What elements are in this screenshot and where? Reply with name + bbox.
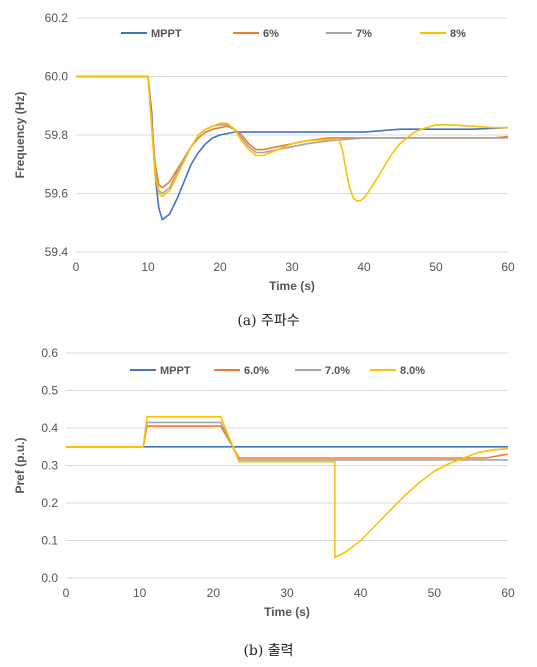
y-tick-label: 0.6 (41, 346, 58, 360)
y-axis-title: Pref (p.u.) (13, 437, 27, 493)
x-axis-title: Time (s) (269, 279, 315, 293)
y-axis-title: Frequency (Hz) (13, 92, 27, 179)
x-tick-label: 0 (73, 260, 80, 274)
legend-label: 6.0% (244, 365, 269, 377)
caption-b: (b) 출력 (243, 643, 294, 659)
y-tick-label: 0.3 (41, 459, 58, 473)
y-tick-label: 59.6 (45, 187, 69, 201)
legend-label: 8% (450, 28, 466, 40)
y-tick-label: 0.5 (41, 384, 58, 398)
legend-label: 7.0% (325, 365, 350, 377)
y-tick-label: 0.2 (41, 496, 58, 510)
y-tick-label: 60.2 (45, 11, 69, 25)
x-tick-label: 10 (141, 260, 155, 274)
caption-a: (a) 주파수 (237, 313, 300, 329)
series-line-2 (76, 75, 508, 195)
x-tick-label: 60 (501, 586, 515, 600)
y-tick-label: 60.0 (45, 70, 69, 84)
x-tick-label: 60 (501, 260, 515, 274)
legend-label: MPPT (160, 365, 191, 377)
x-axis-title: Time (s) (264, 605, 310, 619)
x-tick-label: 40 (357, 260, 371, 274)
x-tick-label: 20 (213, 260, 227, 274)
legend-label: MPPT (151, 28, 182, 40)
legend-label: 6% (263, 28, 279, 40)
pref-chart: 0.0 0.1 0.2 0.3 0.4 0.5 0.6 0 10 20 30 40 50 60 Time (… (13, 346, 515, 619)
y-tick-label: 0.0 (41, 571, 58, 585)
y-tick-label: 59.4 (45, 245, 69, 259)
frequency-chart: 59.4 59.6 59.8 60.0 60.2 0 10 20 30 40 50 60 Time (s… (13, 11, 515, 293)
y-tick-label: 0.4 (41, 421, 58, 435)
series-line-1 (66, 425, 509, 459)
y-tick-label: 59.8 (45, 128, 69, 142)
x-tick-label: 50 (428, 586, 442, 600)
series-line-3 (76, 75, 508, 202)
x-tick-label: 30 (280, 586, 294, 600)
series-line-3 (66, 416, 509, 559)
legend-label: 8.0% (400, 365, 425, 377)
series-line-0 (76, 75, 509, 221)
x-tick-label: 0 (63, 586, 70, 600)
x-tick-label: 40 (354, 586, 368, 600)
x-tick-label: 50 (429, 260, 443, 274)
x-tick-label: 10 (133, 586, 147, 600)
y-tick-label: 0.1 (41, 534, 58, 548)
x-tick-label: 20 (207, 586, 221, 600)
x-tick-label: 30 (285, 260, 299, 274)
legend-label: 7% (356, 28, 372, 40)
